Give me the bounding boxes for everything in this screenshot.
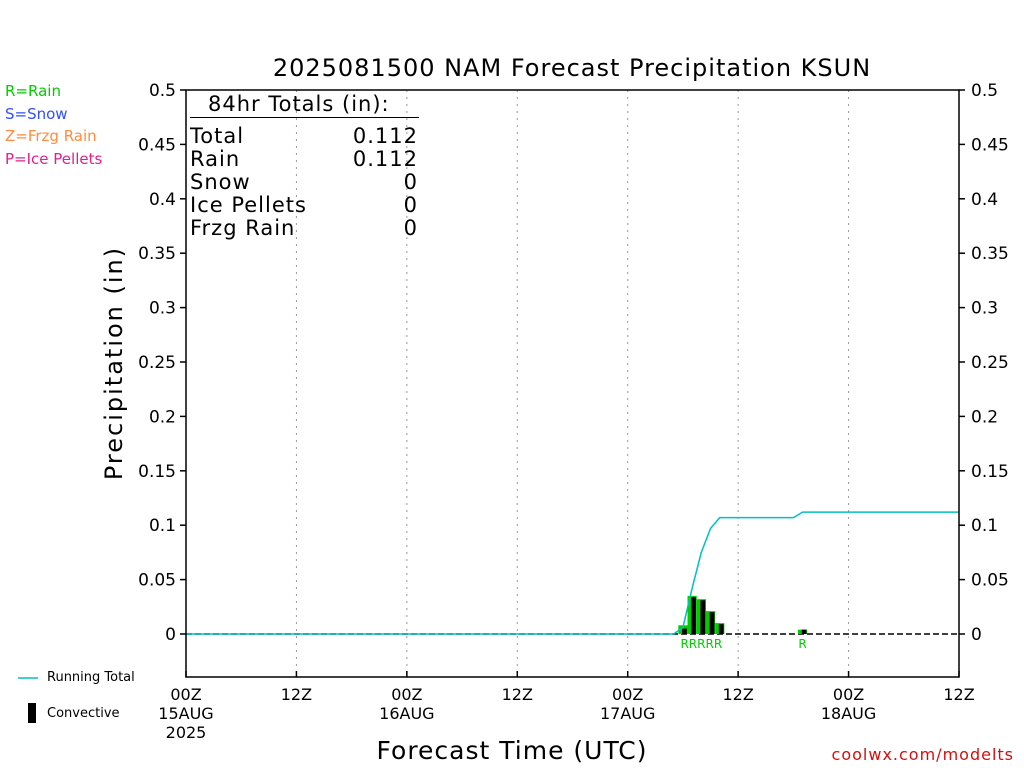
y-tick-label-right-2: 0.1: [971, 516, 998, 536]
y-tick-label-right-1: 0.05: [971, 571, 1009, 591]
y-tick-label-left-2: 0.1: [149, 516, 176, 536]
x-axis-label: Forecast Time (UTC): [377, 736, 648, 765]
y-tick-label-left-0: 0: [165, 625, 176, 645]
totals-value-snow: 0: [403, 170, 418, 194]
legend-snow: S=Snow: [5, 105, 68, 123]
axis-ticks: 0 00.05 0.050.1 0.10.15 0.150.2 0.20.25 0.250.…: [138, 81, 1009, 742]
totals-value-rain: 0.112: [352, 147, 418, 171]
x-tick-label-1: 12Z: [281, 685, 312, 704]
y-tick-label-right-10: 0.5: [971, 81, 998, 101]
y-tick-label-right-4: 0.2: [971, 407, 998, 427]
y-tick-label-left-8: 0.4: [149, 190, 176, 210]
x-tick-date-6: 18AUG: [821, 704, 876, 723]
x-tick-date-0: 15AUG: [158, 704, 213, 723]
x-tick-label-6: 00Z: [833, 685, 864, 704]
convective-bar-3: [709, 612, 715, 634]
x-tick-label-2: 00Z: [391, 685, 422, 704]
y-tick-label-right-7: 0.35: [971, 244, 1009, 264]
y-tick-label-left-7: 0.35: [138, 244, 176, 264]
totals-header: 84hr Totals (in):: [208, 92, 390, 116]
y-tick-label-right-3: 0.15: [971, 462, 1009, 482]
y-tick-label-left-10: 0.5: [149, 81, 176, 101]
plot-frame: [185, 89, 960, 678]
totals-label-frzg-rain: Frzg Rain: [190, 216, 296, 240]
precip-bars: RRRRR R: [678, 595, 808, 651]
convective-swatch: [28, 703, 36, 723]
totals-label-total: Total: [190, 124, 245, 148]
totals-value-total: 0.112: [352, 124, 418, 148]
site-credit: coolwx.com/modelts: [831, 745, 1014, 764]
convective-bar-0: [682, 628, 687, 634]
totals-value-ice-pellets: 0: [403, 193, 418, 217]
y-tick-label-left-4: 0.2: [149, 407, 176, 427]
y-tick-label-left-5: 0.25: [138, 353, 176, 373]
x-tick-label-7: 12Z: [943, 685, 974, 704]
x-tick-date-4: 17AUG: [600, 704, 655, 723]
totals-value-frzg-rain: 0: [403, 216, 418, 240]
y-tick-label-right-8: 0.4: [971, 190, 998, 210]
x-tick-year-0: 2025: [166, 723, 207, 742]
convective-bar-5: [801, 629, 807, 634]
totals-label-snow: Snow: [190, 170, 251, 194]
legend-ice-pellets: P=Ice Pellets: [5, 150, 103, 168]
y-tick-label-right-9: 0.45: [971, 135, 1009, 155]
totals-label-ice-pellets: Ice Pellets: [190, 193, 307, 217]
legend-frzg-rain: Z=Frzg Rain: [5, 127, 97, 145]
legend-rain: R=Rain: [5, 82, 61, 100]
totals-label-rain: Rain: [190, 147, 241, 171]
x-tick-label-4: 00Z: [612, 685, 643, 704]
ptype-label-1: R: [798, 637, 806, 651]
ptype-label-0: RRRRR: [680, 637, 722, 651]
running-total-layer: [186, 511, 959, 635]
convective-bar-1: [691, 597, 697, 634]
totals-header-underline: [190, 117, 419, 118]
y-tick-label-left-6: 0.3: [149, 299, 176, 319]
y-tick-label-right-6: 0.3: [971, 299, 998, 319]
convective-bar-4: [718, 624, 724, 634]
x-tick-date-2: 16AUG: [379, 704, 434, 723]
y-tick-label-left-3: 0.15: [138, 462, 176, 482]
chart-title: 2025081500 NAM Forecast Precipitation KS…: [273, 54, 871, 82]
running-total-line: [186, 511, 959, 635]
x-tick-label-0: 00Z: [170, 685, 201, 704]
running-total-label: Running Total: [47, 670, 135, 685]
y-axis-label: Precipitation (in): [100, 246, 128, 480]
y-tick-label-left-1: 0.05: [138, 571, 176, 591]
y-tick-label-left-9: 0.45: [138, 135, 176, 155]
y-tick-label-right-5: 0.25: [971, 353, 1009, 373]
bottom-legend-swatches: [18, 677, 38, 723]
y-tick-label-right-0: 0: [971, 625, 982, 645]
x-tick-label-5: 12Z: [722, 685, 753, 704]
convective-label: Convective: [47, 706, 120, 721]
x-tick-label-3: 12Z: [502, 685, 533, 704]
convective-bar-2: [700, 600, 706, 634]
totals-box: 84hr Totals (in): Total 0.112 Rain 0.112…: [190, 92, 430, 242]
